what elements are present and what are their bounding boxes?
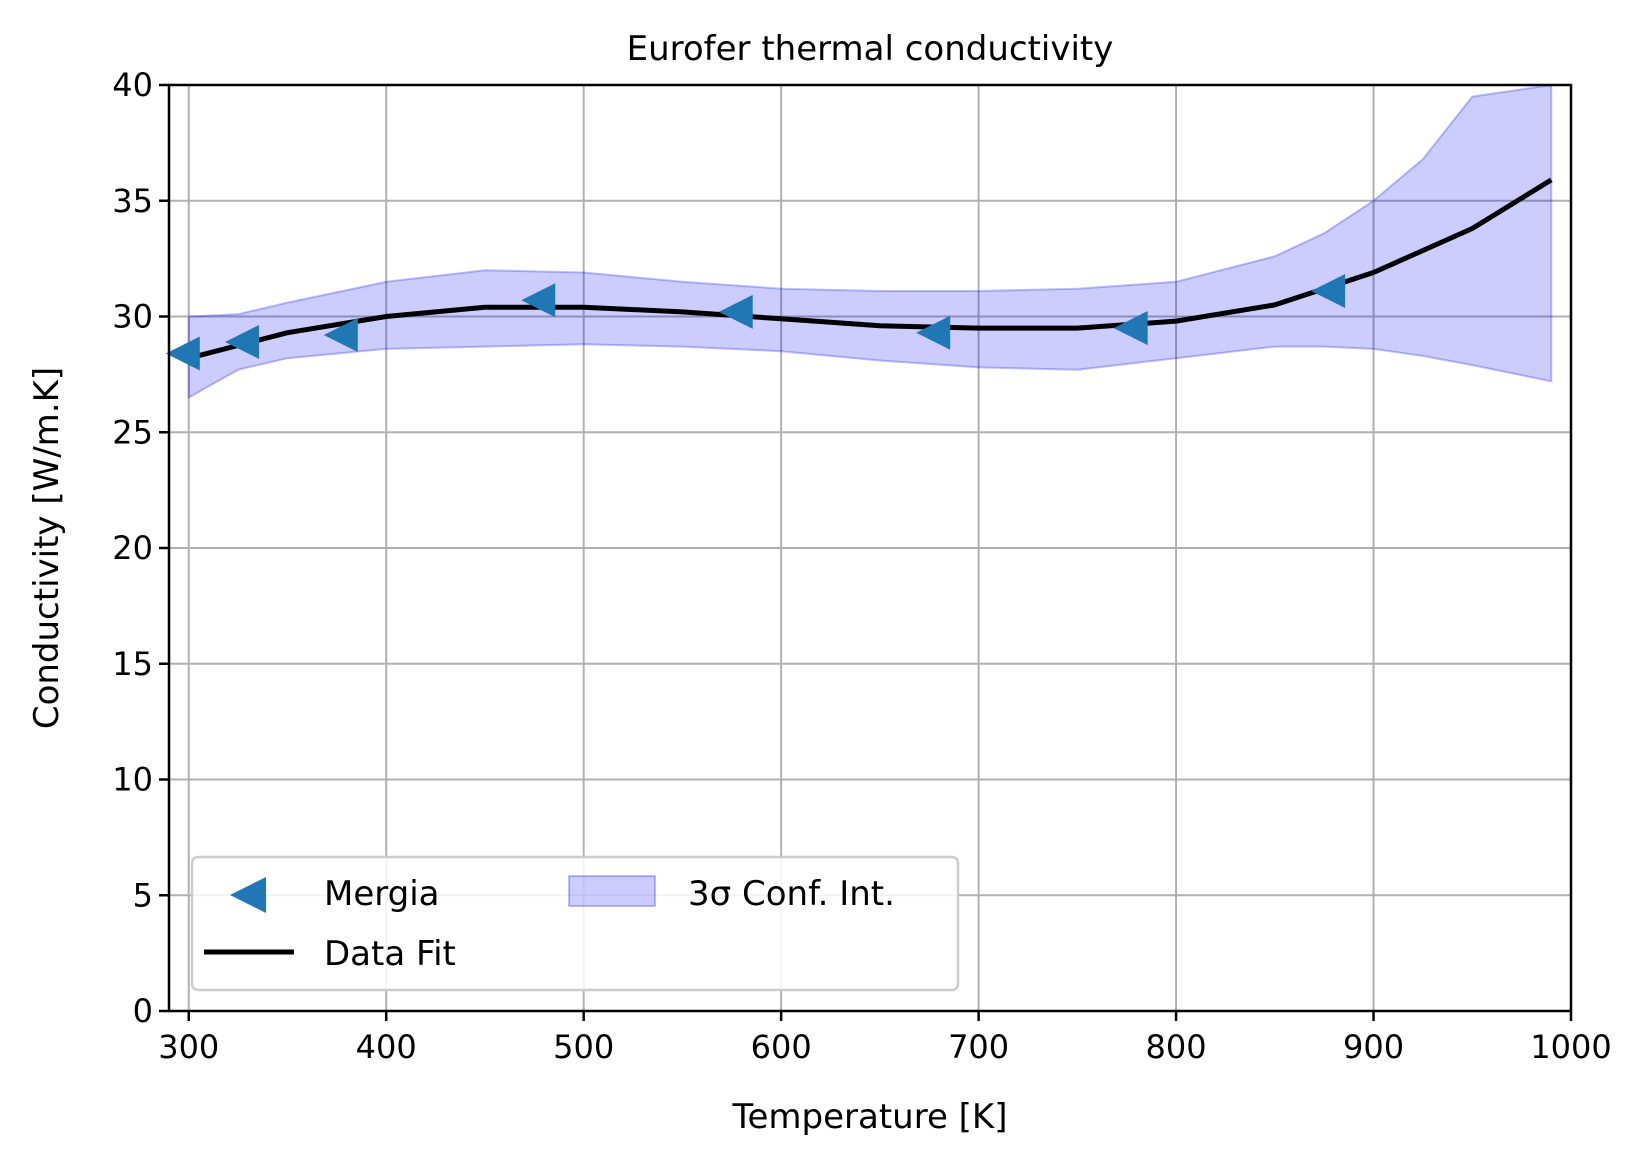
y-tick-label: 20 xyxy=(112,529,153,567)
x-axis-ticks: 300 400 500 600 700 800 900 1000 xyxy=(158,1011,1612,1066)
mergia-point xyxy=(916,315,951,350)
chart-title: Eurofer thermal conductivity xyxy=(627,29,1114,69)
legend-swatch-conf-int xyxy=(568,875,656,907)
x-tick-label: 800 xyxy=(1146,1028,1207,1066)
y-tick-label: 0 xyxy=(133,992,153,1030)
x-tick-label: 900 xyxy=(1343,1028,1404,1066)
mergia-point xyxy=(521,283,556,318)
x-tick-label: 500 xyxy=(553,1028,614,1066)
x-axis-title: Temperature [K] xyxy=(731,1097,1007,1137)
confidence-band xyxy=(187,83,1553,400)
legend: Mergia Data Fit 3σ Conf. Int. xyxy=(190,855,960,992)
mergia-point xyxy=(718,294,753,329)
legend-box xyxy=(190,855,960,992)
legend-label-mergia: Mergia xyxy=(324,874,440,914)
x-tick-label: 300 xyxy=(158,1028,219,1066)
y-tick-label: 40 xyxy=(112,66,153,104)
confidence-band-layer xyxy=(187,83,1553,400)
legend-marker-mergia xyxy=(230,877,266,913)
legend-label-conf-int: 3σ Conf. Int. xyxy=(688,874,895,914)
x-tick-label: 1000 xyxy=(1530,1028,1611,1066)
mergia-point xyxy=(323,318,358,353)
y-tick-label: 10 xyxy=(112,761,153,799)
x-tick-label: 600 xyxy=(751,1028,812,1066)
y-axis-title: Conductivity [W/m.K] xyxy=(27,367,67,729)
marker-layer xyxy=(165,274,1346,371)
y-tick-label: 15 xyxy=(112,645,153,683)
y-tick-label: 25 xyxy=(112,413,153,451)
x-tick-label: 700 xyxy=(948,1028,1009,1066)
mergia-point xyxy=(1113,311,1148,346)
mergia-point xyxy=(165,336,200,371)
y-axis-ticks: 0 5 10 15 20 25 30 35 40 xyxy=(112,66,169,1030)
y-tick-label: 35 xyxy=(112,182,153,220)
y-tick-label: 30 xyxy=(112,298,153,336)
y-tick-label: 5 xyxy=(133,876,153,914)
mergia-point xyxy=(225,324,260,359)
x-tick-label: 400 xyxy=(356,1028,417,1066)
mergia-point xyxy=(1311,274,1346,309)
legend-label-data-fit: Data Fit xyxy=(324,934,456,974)
